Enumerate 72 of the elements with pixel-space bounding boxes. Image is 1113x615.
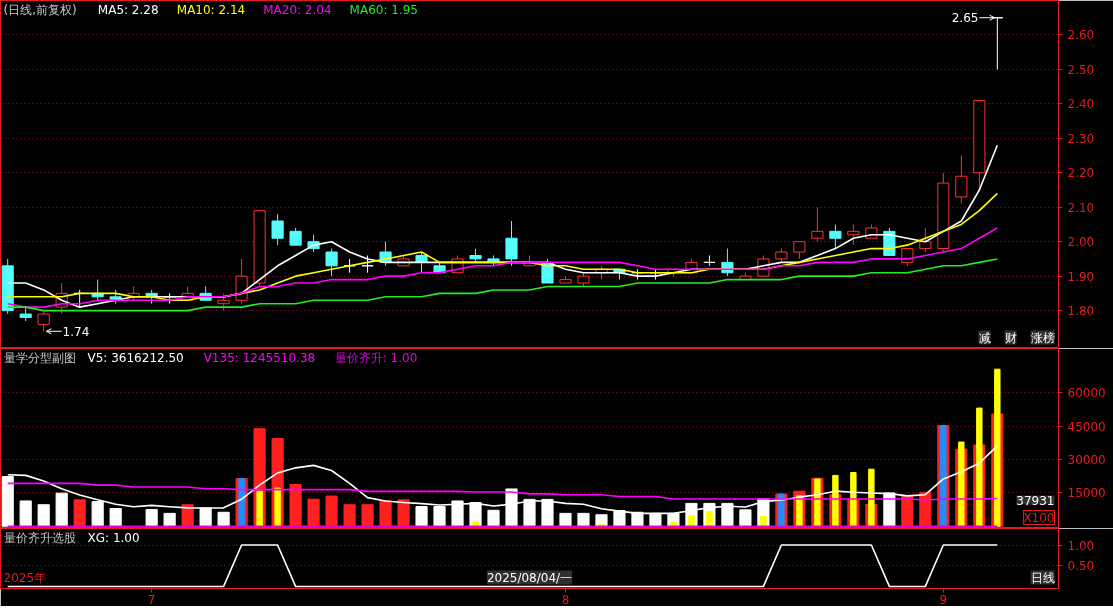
bar [397, 499, 410, 527]
x-tick-label: 7 [147, 592, 156, 607]
bar [73, 499, 86, 527]
text: V5: 3616212.50 [87, 350, 184, 365]
annotation: 2025/08/04/一 [486, 570, 573, 585]
bar [343, 504, 356, 527]
annotation: 财 [1004, 330, 1017, 345]
candlestick [829, 223, 842, 250]
y-tick-label: 2.40 [1067, 97, 1095, 112]
annotation: 减 [978, 330, 991, 345]
x-tick-label: 9 [939, 592, 948, 607]
bar [958, 441, 965, 527]
y-tick-label: 30000 [1067, 453, 1106, 468]
text: 37931 [1016, 493, 1055, 508]
chart-title: 量价齐升选股 [3, 530, 76, 545]
y-tick-label: 1.80 [1067, 304, 1095, 319]
text: MA10: 2.14 [176, 2, 246, 17]
bar [379, 500, 392, 527]
y-axis-title: X100 [1023, 510, 1055, 525]
candlestick [811, 206, 824, 243]
bar [109, 508, 122, 527]
text: MA20: 2.04 [263, 2, 332, 17]
bar [760, 516, 767, 527]
line-series [6, 227, 999, 308]
bar [832, 474, 839, 527]
candlestick [703, 254, 716, 267]
text: MA5: 2.28 [97, 2, 159, 17]
y-tick-label: 2.00 [1067, 235, 1095, 250]
y-tick-label: 0.50 [1067, 559, 1095, 574]
bar [19, 500, 32, 527]
bar [688, 515, 695, 527]
bar [850, 472, 857, 527]
text: 量价齐升: 1.00 [334, 350, 418, 365]
y-tick-label: 45000 [1067, 419, 1106, 434]
text: 日线 [1030, 570, 1055, 585]
bar [487, 509, 500, 527]
y-tick-label: 2.30 [1067, 131, 1095, 146]
y-tick-label: 15000 [1067, 486, 1106, 501]
bar [217, 511, 230, 527]
bar [577, 512, 590, 527]
bar [37, 504, 50, 527]
y-tick-label: 2.20 [1067, 166, 1095, 181]
y-tick-label: 1.00 [1067, 538, 1095, 553]
line-series [6, 482, 999, 501]
bar [976, 407, 983, 527]
text: 1.74 [62, 324, 90, 339]
text: 2.65 [951, 11, 979, 26]
text: V135: 1245510.38 [203, 350, 316, 365]
chart-title: (日线,前复权) [3, 2, 77, 17]
text: 涨榜 [1030, 330, 1055, 345]
bar [256, 490, 263, 527]
y-tick-label: 1.90 [1067, 269, 1095, 284]
line-series [6, 258, 999, 312]
bar [994, 368, 1001, 527]
y-tick-label: 2.50 [1067, 62, 1095, 77]
y-tick-label: 60000 [1067, 386, 1106, 401]
bar [307, 498, 320, 527]
bar [145, 509, 158, 527]
bar [559, 512, 572, 527]
bar [163, 512, 176, 527]
y-tick-label: 2.10 [1067, 200, 1095, 215]
text: XG: 1.00 [87, 530, 140, 545]
bar [274, 487, 281, 527]
bar [361, 504, 374, 527]
bar [289, 484, 302, 527]
x-tick-label: 8 [561, 592, 570, 607]
bar [325, 495, 338, 527]
x-axis-title: 2025年 [3, 570, 47, 585]
y-tick-label: 2.60 [1067, 28, 1095, 43]
text: MA60: 1.95 [349, 2, 418, 17]
bar [868, 468, 875, 527]
chart-title: 量学分型副图 [3, 350, 76, 365]
